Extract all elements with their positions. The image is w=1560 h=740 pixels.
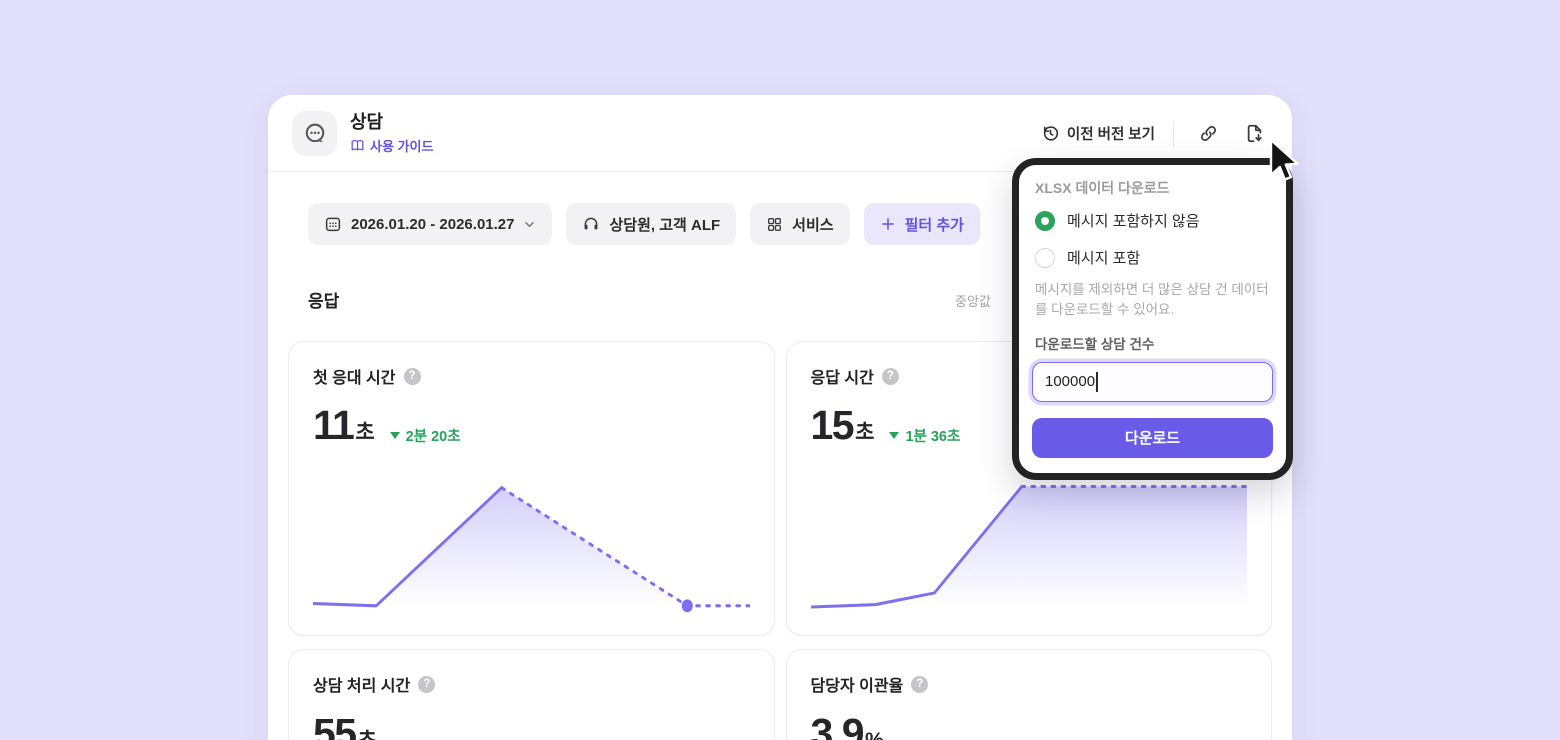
agent-filter-label: 상담원, 고객 ALF <box>609 216 721 234</box>
link-icon <box>1200 125 1216 142</box>
metric-delta-value: 1분 36초 <box>905 429 961 445</box>
metric-card-first-response: 첫 응대 시간 ? 11 초 2분 20초 <box>288 341 775 636</box>
help-icon[interactable]: ? <box>881 367 899 385</box>
triangle-down-icon <box>889 432 900 439</box>
date-range-label: 2026.01.20 - 2026.01.27 <box>351 215 515 233</box>
popup-title: XLSX 데이터 다운로드 <box>1035 180 1170 196</box>
count-input-value: 100000 <box>1045 373 1096 390</box>
add-filter-label: 필터 추가 <box>904 216 964 234</box>
radio-button[interactable] <box>1035 210 1055 231</box>
service-filter-label: 서비스 <box>792 216 834 234</box>
export-download-button[interactable] <box>1238 118 1270 150</box>
guide-link[interactable]: 사용 가이드 <box>350 136 433 155</box>
radio-label: 메시지 포함하지 않음 <box>1067 213 1200 230</box>
metric-unit: % <box>865 729 884 740</box>
metric-title: 담당자 이관율 <box>810 678 904 695</box>
radio-button[interactable] <box>1035 247 1055 268</box>
aggregation-selector[interactable]: 중앙값 <box>955 291 991 310</box>
chat-bubble-icon <box>305 123 324 142</box>
header-actions: 이전 버전 보기 <box>1041 118 1270 150</box>
help-icon[interactable]: ? <box>418 675 436 693</box>
metric-card-response-time: 응답 시간 ? 15 초 1분 36초 <box>785 341 1272 636</box>
first-response-chart <box>313 469 750 621</box>
metric-value: 55 <box>313 710 357 740</box>
help-icon[interactable]: ? <box>911 675 929 693</box>
title-block: 상담 사용 가이드 <box>350 112 433 156</box>
metric-delta: 2분 20초 <box>389 425 461 446</box>
help-icon[interactable]: ? <box>403 367 421 385</box>
service-filter[interactable]: 서비스 <box>750 203 850 245</box>
page-title: 상담 <box>350 111 384 132</box>
previous-version-button[interactable]: 이전 버전 보기 <box>1041 123 1155 144</box>
book-icon <box>351 140 364 151</box>
text-caret <box>1096 371 1098 392</box>
download-button[interactable]: 다운로드 <box>1032 417 1273 458</box>
option-exclude-messages[interactable]: 메시지 포함하지 않음 <box>1032 202 1273 239</box>
triangle-down-icon <box>389 432 400 439</box>
xlsx-download-popup: XLSX 데이터 다운로드 메시지 포함하지 않음 메시지 포함 메시지를 제외… <box>1012 158 1293 480</box>
agent-filter[interactable]: 상담원, 고객 ALF <box>566 203 737 245</box>
metric-unit: 초 <box>358 724 377 740</box>
filter-bar: 2026.01.20 - 2026.01.27 상담원, 고객 ALF <box>308 203 1064 245</box>
metric-value: 11 <box>313 402 355 448</box>
metric-delta-value: 2분 20초 <box>405 429 461 445</box>
radio-label: 메시지 포함 <box>1067 250 1141 267</box>
metric-value: 15 <box>810 402 855 448</box>
count-input[interactable]: 100000 <box>1032 361 1273 402</box>
chevron-down-icon <box>525 221 535 227</box>
previous-version-label: 이전 버전 보기 <box>1066 127 1155 143</box>
response-section-header: 응답 중앙값 <box>308 287 1292 313</box>
guide-link-label: 사용 가이드 <box>370 139 434 155</box>
metric-delta: 1분 36초 <box>889 425 960 446</box>
add-filter-button[interactable]: 필터 추가 <box>863 203 980 245</box>
section-title: 응답 <box>308 292 340 311</box>
date-range-filter[interactable]: 2026.01.20 - 2026.01.27 <box>308 203 553 245</box>
count-input-label: 다운로드할 상담 건수 <box>1035 336 1155 352</box>
metric-unit: 초 <box>355 421 375 444</box>
history-icon <box>1043 126 1059 141</box>
grid-icon <box>768 217 782 231</box>
metric-unit: 초 <box>855 421 875 444</box>
chat-avatar <box>292 111 337 156</box>
copy-link-button[interactable] <box>1192 118 1224 150</box>
metric-card-handle-time: 상담 처리 시간 ? 55 초 <box>288 649 775 740</box>
metric-value: 3.9 <box>810 710 865 740</box>
headset-icon <box>585 217 598 230</box>
metric-title: 첫 응대 시간 <box>313 370 396 387</box>
metric-card-transfer-rate: 담당자 이관율 ? 3.9 % <box>785 649 1272 740</box>
option-include-messages[interactable]: 메시지 포함 <box>1032 239 1273 276</box>
metric-title: 상담 처리 시간 <box>313 678 411 695</box>
metric-cards-grid: 첫 응대 시간 ? 11 초 2분 20초 응답 시간 <box>288 341 1272 740</box>
response-time-chart <box>810 469 1247 621</box>
popup-description: 메시지를 제외하면 더 많은 상담 건 데이터를 다운로드할 수 있어요. <box>1035 282 1269 318</box>
header-divider <box>1173 120 1174 147</box>
metric-title: 응답 시간 <box>810 370 874 387</box>
file-download-icon <box>1247 124 1262 143</box>
calendar-icon <box>325 217 341 232</box>
plus-icon <box>881 218 894 230</box>
header: 상담 사용 가이드 이전 버전 보기 <box>268 95 1292 172</box>
